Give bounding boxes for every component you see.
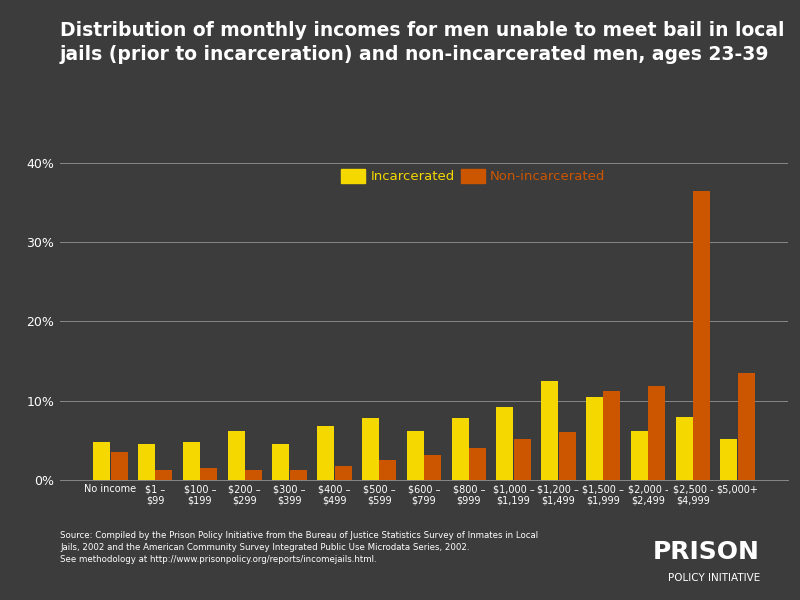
Bar: [514, 439, 531, 480]
Bar: [693, 191, 710, 480]
Bar: [630, 431, 648, 480]
Bar: [406, 431, 424, 480]
Bar: [155, 470, 173, 480]
Bar: [272, 445, 290, 480]
Legend: Incarcerated, Non-incarcerated: Incarcerated, Non-incarcerated: [336, 164, 610, 189]
Bar: [424, 455, 442, 480]
Bar: [245, 470, 262, 480]
Bar: [290, 470, 307, 480]
Text: Source: Compiled by the Prison Policy Initiative from the Bureau of Justice Stat: Source: Compiled by the Prison Policy In…: [60, 531, 538, 563]
Bar: [138, 445, 155, 480]
Bar: [738, 373, 755, 480]
Bar: [379, 460, 397, 480]
Bar: [317, 426, 334, 480]
Bar: [110, 452, 127, 480]
Bar: [558, 433, 576, 480]
Bar: [469, 448, 486, 480]
Bar: [334, 466, 352, 480]
Bar: [648, 386, 666, 480]
Bar: [496, 407, 514, 480]
Bar: [541, 381, 558, 480]
Bar: [675, 416, 693, 480]
Bar: [362, 418, 379, 480]
Bar: [603, 391, 621, 480]
Bar: [200, 468, 218, 480]
Text: Distribution of monthly incomes for men unable to meet bail in local
jails (prio: Distribution of monthly incomes for men …: [60, 21, 785, 64]
Bar: [451, 418, 469, 480]
Bar: [721, 439, 738, 480]
Bar: [182, 442, 200, 480]
Text: PRISON: PRISON: [653, 540, 760, 564]
Bar: [227, 431, 245, 480]
Text: POLICY INITIATIVE: POLICY INITIATIVE: [668, 573, 760, 583]
Bar: [93, 442, 110, 480]
Bar: [586, 397, 603, 480]
